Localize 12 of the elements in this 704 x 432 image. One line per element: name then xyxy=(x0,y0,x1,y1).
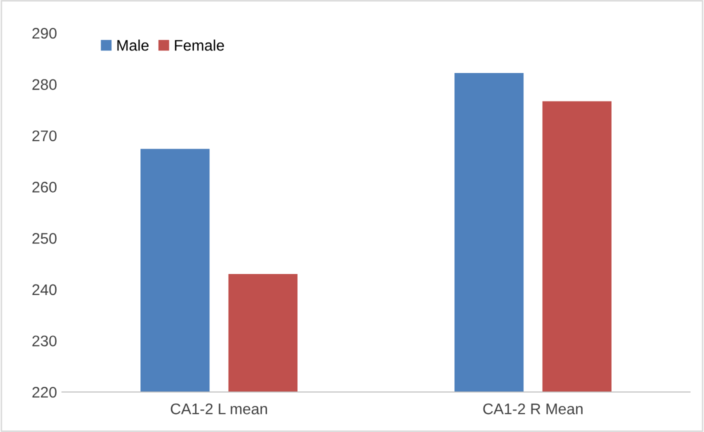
y-tick-label: 220 xyxy=(32,386,57,398)
y-tick-label: 250 xyxy=(32,233,57,244)
y-tick-label: 230 xyxy=(32,336,57,346)
y-tick-label: 290 xyxy=(32,28,57,39)
x-tick-label: CA1-2 R Mean xyxy=(483,404,583,414)
y-tick-label: 260 xyxy=(32,182,57,193)
y-tick-label: 240 xyxy=(32,284,57,296)
y-tick-label: 280 xyxy=(32,79,57,90)
legend-label: Male xyxy=(117,40,149,51)
legend-label: Female xyxy=(174,40,224,51)
x-tick-label: CA1-2 L mean xyxy=(170,404,267,414)
y-tick-label: 270 xyxy=(32,130,57,142)
